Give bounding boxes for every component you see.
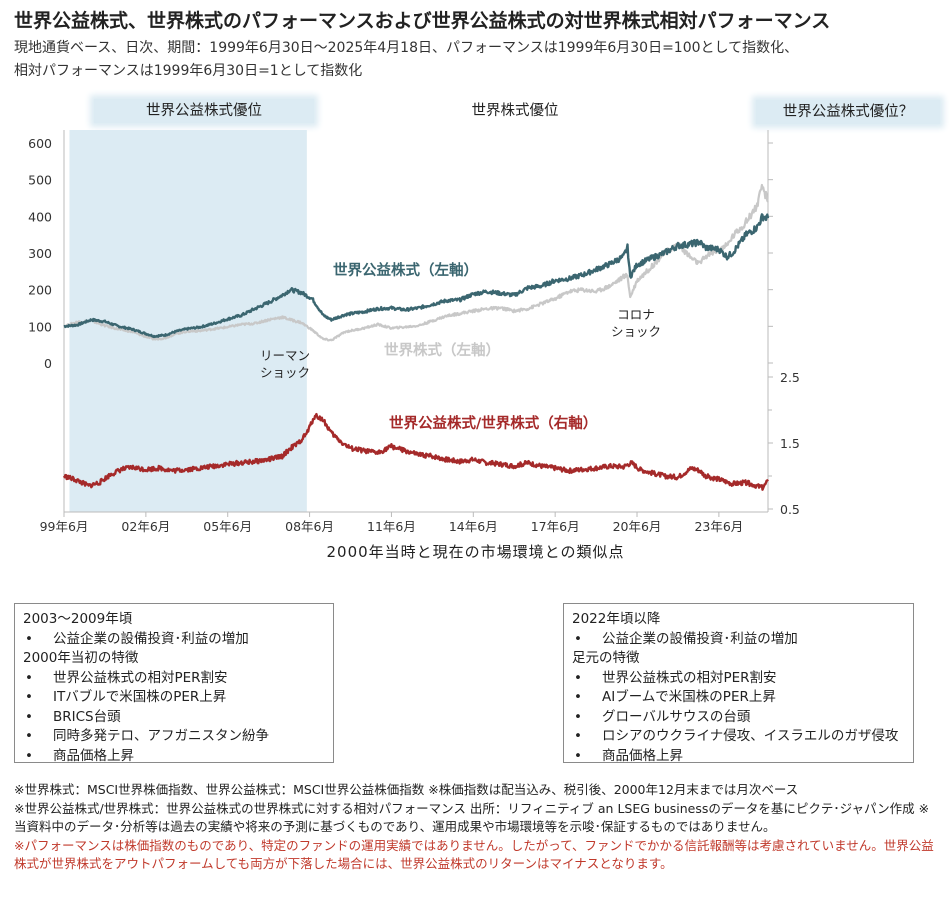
left-panel-list-item: BRICS台頭 [23, 708, 325, 728]
right-axis-tick-label: 2.5 [780, 370, 800, 385]
x-axis-tick-label: 05年6月 [203, 519, 252, 534]
series-line-utilities [63, 213, 770, 339]
right-axis-tick-label: 1.5 [780, 436, 800, 451]
right-panel-list: 世界公益株式の相対PER割安AIブームで米国株のPER上昇グローバルサウスの台頭… [572, 669, 905, 767]
right-panel-heading: 足元の特徴 [572, 650, 640, 666]
series-label-relative: 世界公益株式/世界株式（右軸） [389, 414, 597, 432]
right-panel-list-item: AIブームで米国株のPER上昇 [572, 688, 905, 708]
right-panel-list-item: 商品価格上昇 [572, 747, 905, 767]
left-panel-list-item: 同時多発テロ、アフガニスタン紛争 [23, 727, 325, 747]
left-axis-tick-label: 0 [44, 356, 52, 371]
x-axis-tick-label: 08年6月 [285, 519, 334, 534]
page-subtitle-line2: 相対パフォーマンスは1999年6月30日=1として指数化 [14, 63, 363, 79]
x-axis-tick-label: 11年6月 [367, 519, 416, 534]
series-label-world: 世界株式（左軸） [384, 341, 500, 359]
footnote-disclaimer: ※パフォーマンスは株価指数のものであり、特定のファンドの運用実績ではありません。… [14, 837, 934, 872]
panel-current-features: 2022年頃以降公益企業の設備投資･利益の増加足元の特徴世界公益株式の相対PER… [563, 603, 914, 766]
left-axis-tick-label: 600 [28, 136, 52, 151]
chart-caption: 2000年当時と現在の市場環境との類似点 [326, 543, 625, 561]
x-axis-tick-label: 14年6月 [449, 519, 498, 534]
left-panel-list: 公益企業の設備投資･利益の増加 [23, 630, 325, 650]
x-axis-tick-label: 20年6月 [613, 519, 662, 534]
page-title: 世界公益株式、世界株式のパフォーマンスおよび世界公益株式の対世界株式相対パフォー… [14, 10, 831, 32]
footnote-indices: ※世界株式：MSCI世界株価指数、世界公益株式：MSCI世界公益株価指数 ※株価… [14, 782, 799, 797]
page-subtitle-line1: 現地通貨ベース、日次、期間：1999年6月30日～2025年4月18日、パフォー… [14, 40, 799, 56]
left-axis-tick-label: 200 [28, 283, 52, 298]
right-panel-list-item: 公益企業の設備投資･利益の増加 [572, 630, 905, 650]
right-panel-list-item: グローバルサウスの台頭 [572, 708, 905, 728]
performance-chart: 0 100 200 300 400 500 600 0.5 1.5 2.5 99年6月 02年6月 05… [28, 130, 800, 534]
series-line-world [63, 183, 769, 342]
right-panel-list-item: ロシアのウクライナ侵攻、イスラエルのガザ侵攻 [572, 727, 905, 747]
right-panel-list-item: 世界公益株式の相対PER割安 [572, 669, 905, 689]
left-panel-list: 世界公益株式の相対PER割安ITバブルで米国株のPER上昇BRICS台頭同時多発… [23, 669, 325, 767]
panel-2000s-features: 2003～2009年頃公益企業の設備投資･利益の増加2000年当初の特徴世界公益… [14, 603, 334, 766]
series-line-relative [62, 412, 769, 491]
x-axis-tick-label: 02年6月 [121, 519, 170, 534]
region-label-world-lead: 世界株式優位 [471, 103, 559, 119]
left-axis-tick-label: 100 [28, 319, 52, 334]
region-label-utilities-lead-question: 世界公益株式優位？ [756, 100, 940, 124]
left-panel-list-item: 商品価格上昇 [23, 747, 325, 767]
x-axis-tick-label: 23年6月 [694, 519, 743, 534]
series-label-utilities: 世界公益株式（左軸） [333, 261, 478, 279]
annotation-corona-line2: ショック [611, 324, 661, 339]
right-axis-tick-label: 0.5 [780, 502, 800, 517]
left-panel-list-item: ITバブルで米国株のPER上昇 [23, 688, 325, 708]
right-panel-heading: 2022年頃以降 [572, 611, 661, 627]
region-label-utilities-lead: 世界公益株式優位 [94, 99, 314, 123]
annotation-lehman-line1: リーマン [260, 348, 310, 363]
left-axis-tick-label: 400 [28, 209, 52, 224]
left-panel-list-item: 世界公益株式の相対PER割安 [23, 669, 325, 689]
annotation-corona-line1: コロナ [617, 307, 655, 322]
left-panel-heading: 2003～2009年頃 [23, 611, 133, 627]
left-axis-tick-label: 300 [28, 246, 52, 261]
x-axis-tick-label: 99年6月 [40, 519, 89, 534]
left-panel-list-item: 公益企業の設備投資･利益の増加 [23, 630, 325, 650]
footnotes: ※世界株式：MSCI世界株価指数、世界公益株式：MSCI世界公益株価指数 ※株価… [14, 781, 940, 874]
footnote-source: ※世界公益株式/世界株式：世界公益株式の世界株式に対する相対パフォーマンス 出所… [14, 800, 930, 835]
annotation-lehman-line2: ショック [260, 365, 310, 380]
left-axis-tick-label: 500 [28, 173, 52, 188]
left-panel-heading: 2000年当初の特徴 [23, 650, 139, 666]
right-panel-list: 公益企業の設備投資･利益の増加 [572, 630, 905, 650]
x-axis-tick-label: 17年6月 [531, 519, 580, 534]
